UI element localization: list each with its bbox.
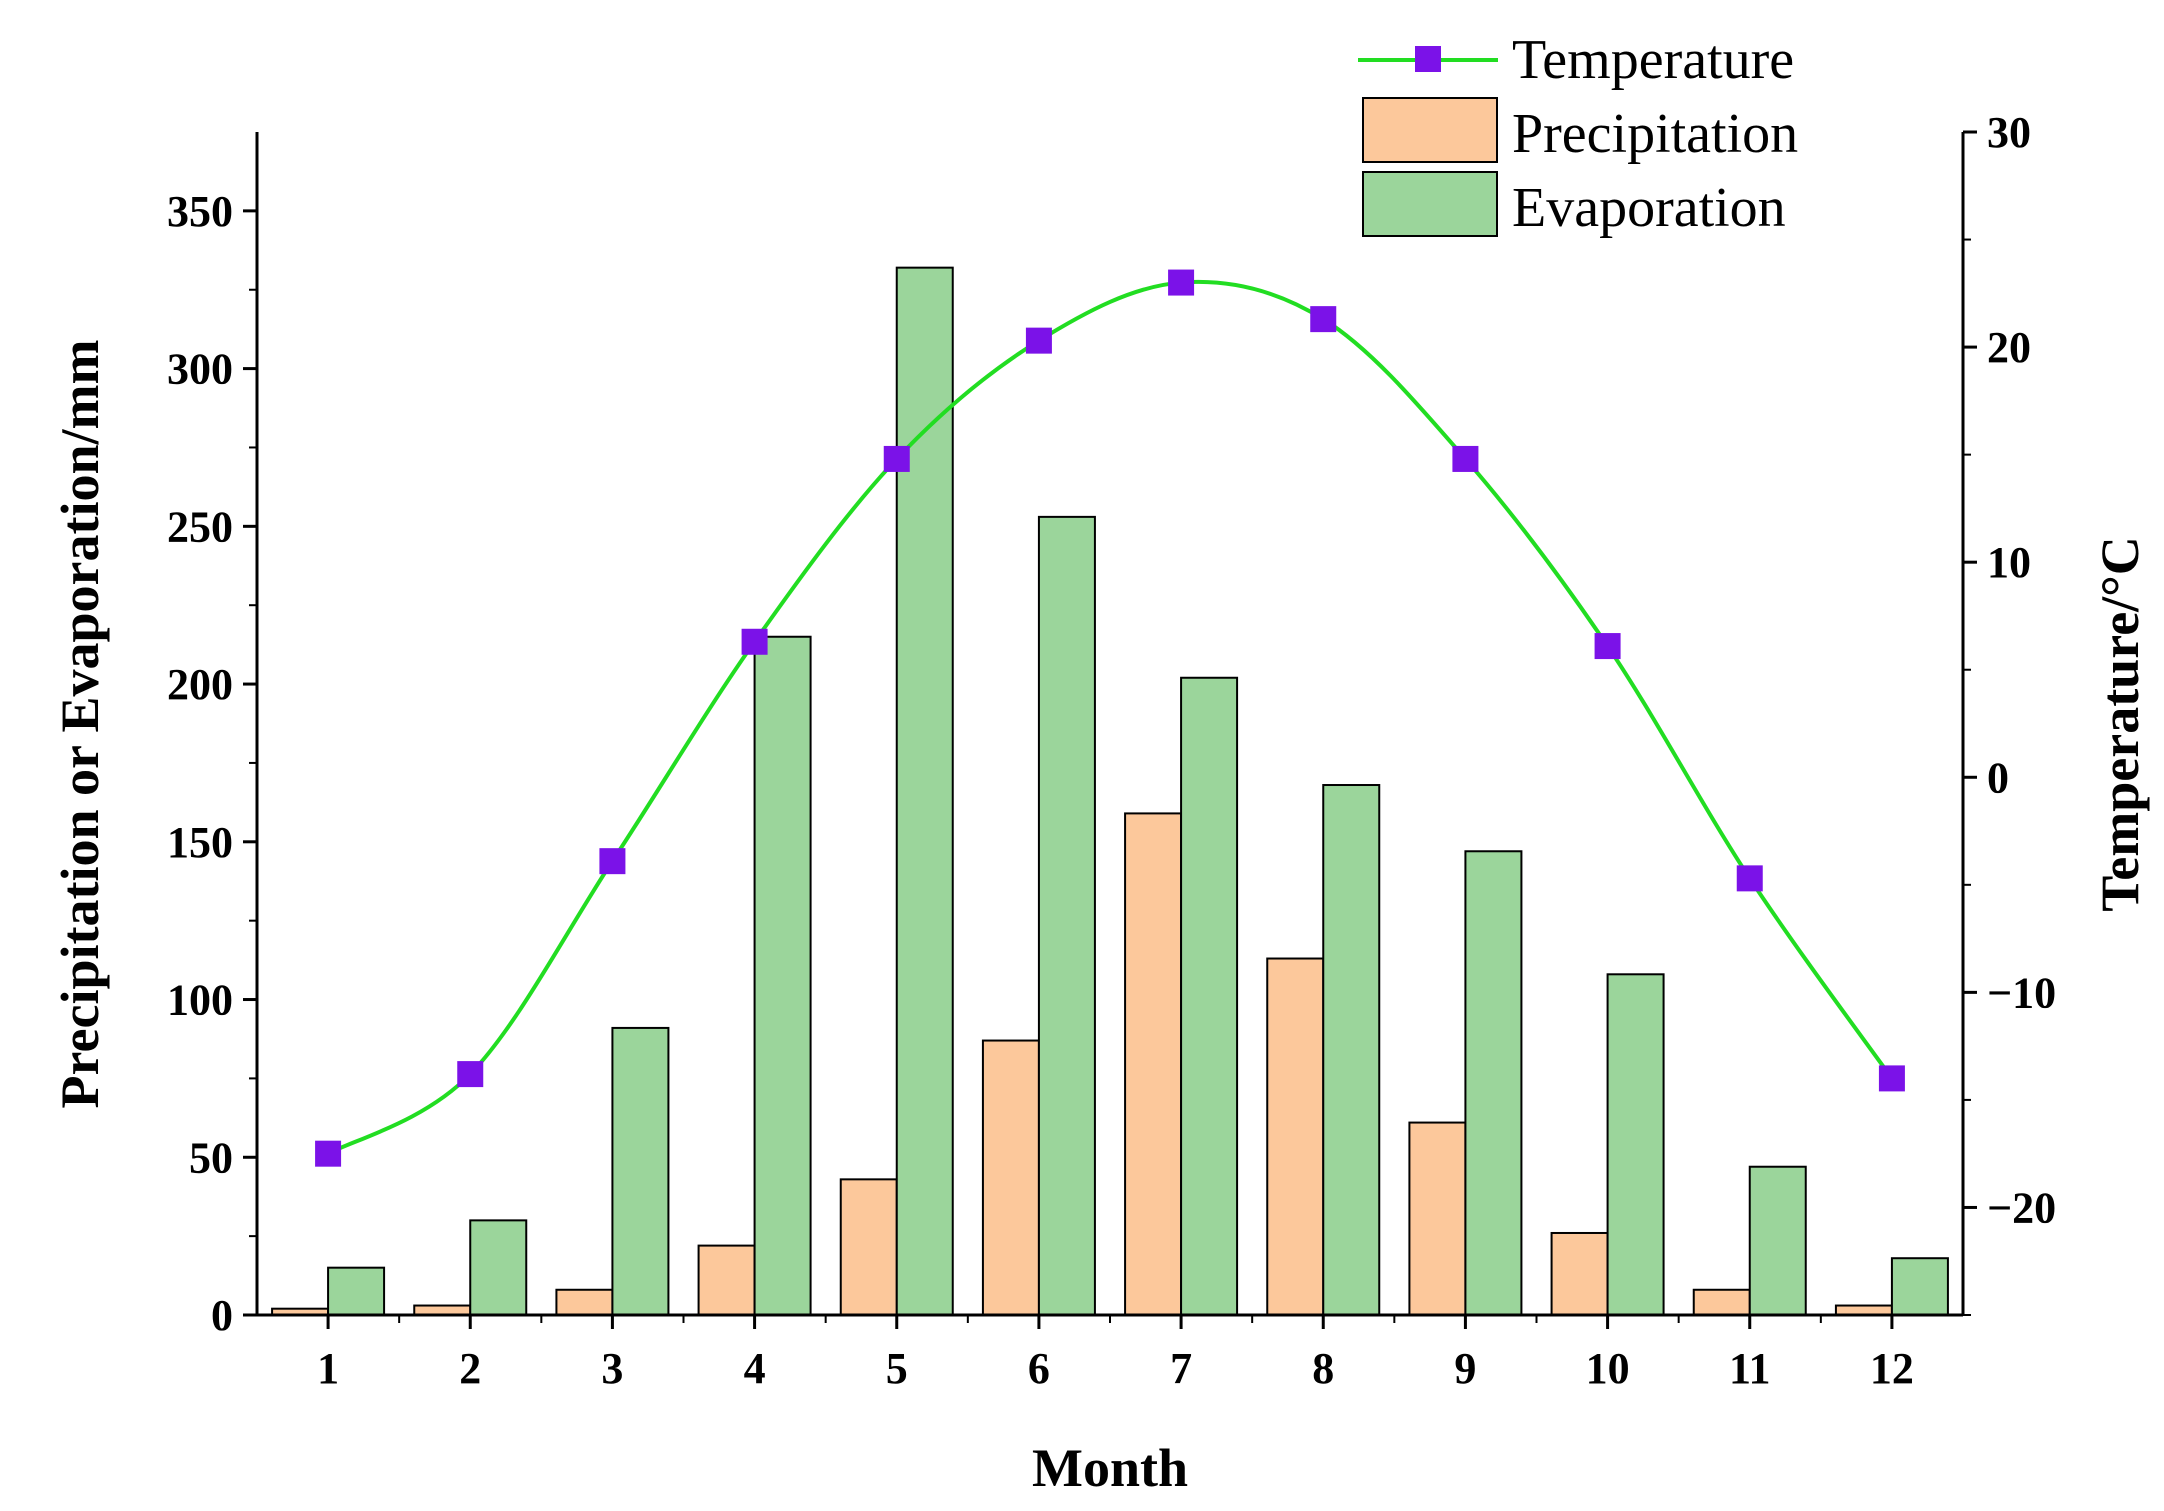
precipitation-bar-11 [1692, 1288, 1751, 1317]
left-tick-label-50: 50 [189, 1133, 233, 1182]
evaporation-bar-2 [469, 1219, 528, 1316]
left-tick-label-350: 350 [167, 187, 233, 236]
evaporation-bar-1 [327, 1266, 386, 1317]
right-tick-label-0: 0 [1987, 753, 2009, 802]
legend-precipitation-label: Precipitation [1512, 103, 1798, 165]
precipitation-bar-8 [1266, 957, 1325, 1316]
x-tick-label-10: 10 [1586, 1344, 1630, 1393]
x-tick-label-5: 5 [886, 1344, 908, 1393]
temperature-marker-9 [1452, 445, 1479, 472]
precipitation-bar-3 [555, 1288, 614, 1317]
x-tick-label-6: 6 [1028, 1344, 1050, 1393]
left-tick-label-300: 300 [167, 345, 233, 394]
x-tick-label-12: 12 [1870, 1344, 1914, 1393]
temperature-marker-3 [599, 848, 626, 875]
x-axis-title: Month [1032, 1438, 1188, 1498]
right-tick-label-−10: −10 [1987, 968, 2056, 1017]
temperature-line [327, 279, 1894, 1156]
legend-evaporation-swatch [1362, 171, 1498, 237]
legend: Temperature Precipitation Evaporation [1358, 29, 1798, 239]
evaporation-bar-9 [1464, 850, 1523, 1316]
temperature-line-layer [315, 269, 1905, 1167]
temperature-marker-7 [1168, 269, 1195, 296]
right-tick-label-10: 10 [1987, 538, 2031, 587]
temperature-marker-11 [1736, 865, 1763, 892]
precipitation-bar-4 [697, 1244, 756, 1316]
bars-layer [271, 266, 1949, 1317]
x-tick-label-11: 11 [1729, 1344, 1771, 1393]
left-axis-title: Precipitation or Evaporation/mm [50, 340, 110, 1109]
evaporation-bar-6 [1037, 515, 1096, 1316]
temperature-marker-1 [315, 1140, 342, 1167]
left-tick-label-100: 100 [167, 976, 233, 1025]
temperature-marker-2 [457, 1061, 484, 1088]
x-tick-label-3: 3 [601, 1344, 623, 1393]
right-tick-label-−20: −20 [1987, 1183, 2056, 1232]
legend-temperature-label: Temperature [1512, 29, 1794, 91]
precipitation-bar-7 [1124, 812, 1183, 1317]
precipitation-bar-5 [839, 1178, 898, 1317]
evaporation-bar-8 [1322, 784, 1381, 1316]
temperature-marker-4 [741, 628, 768, 655]
left-tick-label-200: 200 [167, 660, 233, 709]
evaporation-bar-11 [1748, 1165, 1807, 1317]
x-tick-label-2: 2 [459, 1344, 481, 1393]
evaporation-bar-4 [753, 635, 812, 1316]
evaporation-bar-12 [1890, 1257, 1949, 1316]
x-tick-label-9: 9 [1454, 1344, 1476, 1393]
evaporation-bar-5 [895, 266, 954, 1317]
right-tick-label-30: 30 [1987, 108, 2031, 157]
x-tick-label-4: 4 [744, 1344, 766, 1393]
evaporation-bar-7 [1180, 676, 1239, 1316]
right-axis-title: Temperature/°C [2090, 536, 2150, 912]
right-tick-label-20: 20 [1987, 323, 2031, 372]
evaporation-bar-3 [611, 1026, 670, 1316]
x-tick-label-8: 8 [1312, 1344, 1334, 1393]
temperature-marker-12 [1878, 1065, 1905, 1092]
left-tick-label-150: 150 [167, 818, 233, 867]
temperature-marker-8 [1310, 306, 1337, 333]
temperature-marker-5 [883, 445, 910, 472]
legend-precipitation-swatch [1362, 97, 1498, 163]
precipitation-bar-10 [1550, 1231, 1609, 1316]
x-tick-label-7: 7 [1170, 1344, 1192, 1393]
temperature-marker-6 [1025, 327, 1052, 354]
left-tick-label-250: 250 [167, 502, 233, 551]
x-tick-label-1: 1 [317, 1344, 339, 1393]
precipitation-bar-6 [981, 1039, 1040, 1316]
precipitation-bar-9 [1408, 1121, 1467, 1316]
legend-temperature-marker [1415, 46, 1441, 72]
ticks-layer: 1 2 3 4 5 6 7 8 9 10 11 12050100150200250300350−20−… [167, 108, 2056, 1393]
legend-evaporation-label: Evaporation [1512, 177, 1786, 239]
temperature-marker-10 [1594, 633, 1621, 660]
axes-layer [255, 132, 1965, 1317]
evaporation-bar-10 [1606, 973, 1665, 1317]
left-tick-label-0: 0 [211, 1291, 233, 1340]
